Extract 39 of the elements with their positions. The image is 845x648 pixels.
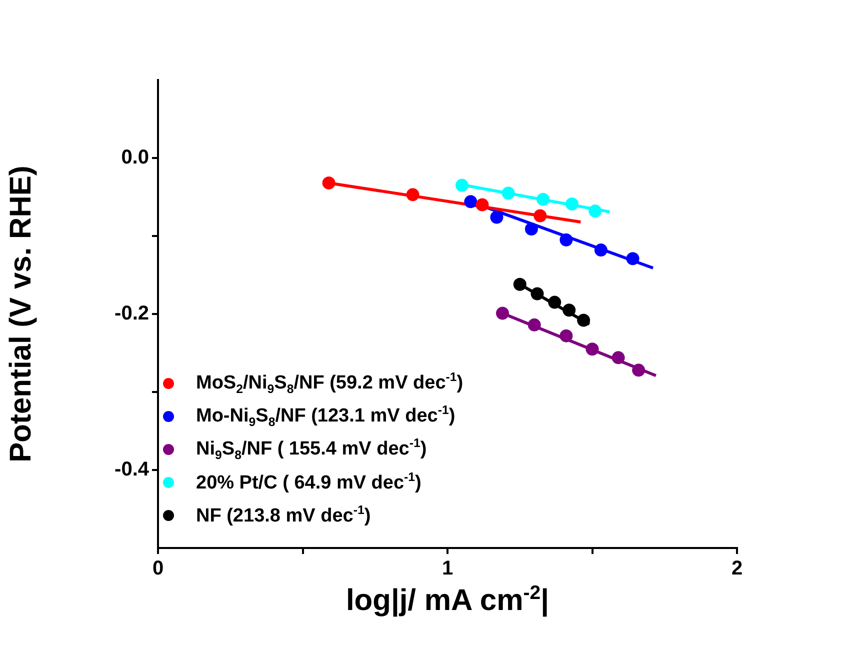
point (406, 188, 420, 202)
y-axis-title: Potential (V vs. RHE) (4, 166, 38, 462)
point (594, 244, 608, 257)
point (530, 287, 544, 300)
y-tick-label: 0.0 (121, 146, 149, 169)
point (534, 209, 547, 222)
point (577, 314, 590, 327)
point (612, 351, 625, 364)
legend-label: Ni$_{9}$S$_{8}$/NF ( 155.4 mV dec$^{-1}$) (196, 436, 427, 463)
point (455, 178, 468, 192)
point (322, 176, 336, 190)
point (560, 233, 573, 246)
x-tick-label: 2 (731, 558, 743, 580)
point (626, 252, 640, 266)
point (524, 222, 538, 236)
point (536, 192, 550, 206)
text: MoS$_{2}$/Ni$_{9}$S$_{8}$/NF (59.2 mV dec$^{-1}$) (196, 370, 464, 397)
point (513, 278, 526, 291)
point (528, 318, 541, 332)
point (560, 329, 573, 342)
point (562, 304, 576, 317)
y-tick-label: -0.4 (114, 458, 150, 481)
x-tick-label: 0 (152, 558, 164, 580)
legend-label: 20% Pt/C ( 64.9 mV dec$^{-1}$) (196, 470, 422, 495)
point (588, 204, 602, 218)
y-tick-label: -0.2 (114, 302, 149, 325)
point (476, 198, 489, 212)
point (565, 198, 578, 211)
legend-label: Mo-Ni$_{9}$S$_{8}$/NF (123.1 mV dec$^{-1}$) (196, 403, 456, 430)
x-axis-title: log|j/ mA cm$^{-2}$| (344, 582, 550, 618)
point (496, 306, 510, 320)
point (464, 195, 478, 208)
point (490, 210, 504, 224)
x-tick-label: 1 (442, 558, 454, 580)
point (586, 342, 599, 356)
point (502, 186, 515, 200)
point (548, 296, 562, 309)
legend-label: NF (213.8 mV dec$^{-1}$) (196, 503, 371, 528)
point (632, 364, 646, 377)
